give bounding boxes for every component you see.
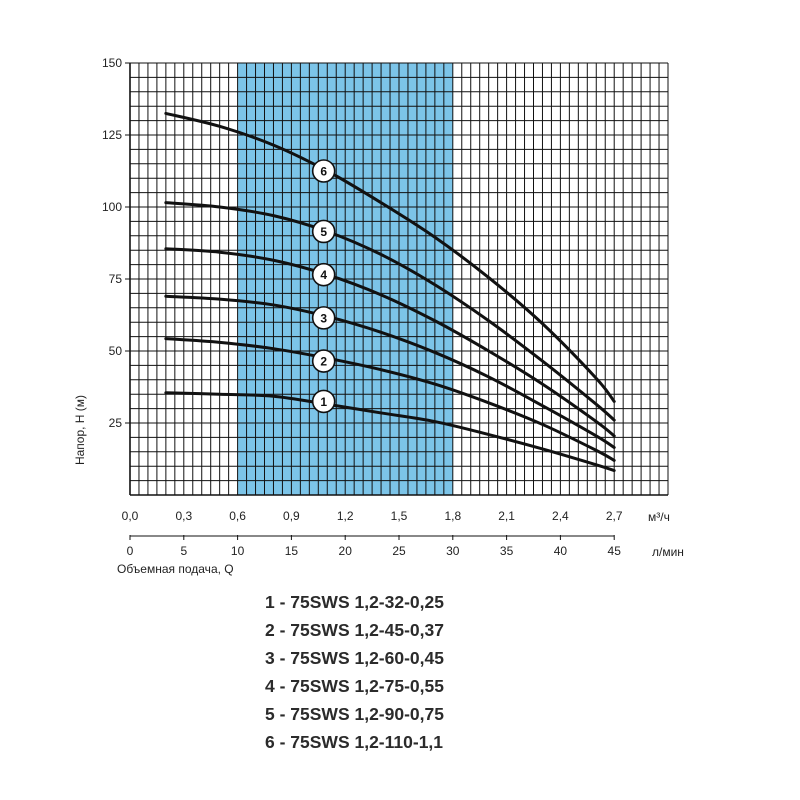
x-unit-m3h: м³/ч: [648, 510, 670, 524]
curve-label-5: 5: [320, 225, 327, 239]
x-tick-label-m3h: 1,5: [391, 509, 408, 523]
curve-3: [164, 294, 616, 449]
x-tick-label-m3h: 1,8: [444, 509, 461, 523]
x-tick-label-m3h: 0,6: [229, 509, 246, 523]
x-tick-label-lmin: 20: [339, 544, 353, 558]
x-tick-label-lmin: 45: [608, 544, 622, 558]
legend-item-6: 6 - 75SWS 1,2-110-1,1: [265, 732, 444, 752]
legend-item-2: 2 - 75SWS 1,2-45-0,37: [265, 620, 444, 640]
y-tick-label: 25: [109, 416, 123, 430]
x-tick-label-m3h: 0,3: [175, 509, 192, 523]
y-axis-label: Напор, Н (м): [73, 395, 87, 465]
curve-label-circle-3: [311, 306, 336, 330]
x-tick-label-lmin: 5: [180, 544, 187, 558]
x-tick-label-lmin: 0: [127, 544, 134, 558]
x-tick-label-m3h: 2,7: [606, 509, 623, 523]
curve-label-circle-5: [311, 219, 336, 244]
legend-item-4: 4 - 75SWS 1,2-75-0,55: [265, 676, 444, 696]
x-tick-label-lmin: 35: [500, 544, 514, 558]
curve-5: [164, 201, 616, 422]
legend-item-5: 5 - 75SWS 1,2-90-0,75: [265, 704, 444, 724]
y-tick-label: 50: [109, 344, 123, 358]
x-tick-label-m3h: 0,9: [283, 509, 300, 523]
curve-label-6: 6: [320, 165, 327, 179]
curve-label-3: 3: [320, 311, 327, 325]
legend-item-1: 1 - 75SWS 1,2-32-0,25: [265, 592, 444, 612]
x-tick-label-lmin: 10: [231, 544, 245, 558]
curve-label-2: 2: [320, 355, 327, 369]
curve-label-circle-4: [311, 262, 336, 287]
curve-6: [164, 111, 616, 403]
x-tick-label-lmin: 40: [554, 544, 568, 558]
y-tick-label: 125: [102, 128, 122, 142]
curve-4: [164, 247, 616, 438]
x-tick-label-m3h: 2,4: [552, 509, 569, 523]
y-tick-label: 150: [102, 56, 122, 70]
legend: 1 - 75SWS 1,2-32-0,25 2 - 75SWS 1,2-45-0…: [265, 588, 444, 756]
curve-1: [164, 391, 616, 473]
x-tick-label-lmin: 25: [392, 544, 406, 558]
curve-2: [164, 337, 616, 462]
y-tick-label: 100: [102, 200, 122, 214]
curve-label-circle-6: [311, 159, 336, 183]
legend-item-3: 3 - 75SWS 1,2-60-0,45: [265, 648, 444, 668]
x-tick-label-m3h: 2,1: [498, 509, 515, 523]
curve-label-1: 1: [320, 395, 327, 409]
x-tick-label-m3h: 0,0: [122, 509, 139, 523]
x-tick-label-lmin: 15: [285, 544, 299, 558]
x-unit-lmin: л/мин: [652, 545, 684, 559]
curve-label-4: 4: [320, 268, 327, 282]
x-axis-label: Объемная подача, Q: [117, 562, 234, 576]
curve-label-circle-1: [311, 389, 336, 414]
x-tick-label-lmin: 30: [446, 544, 460, 558]
x-tick-label-m3h: 1,2: [337, 509, 354, 523]
curve-label-circle-2: [311, 349, 336, 373]
y-tick-label: 75: [109, 272, 123, 286]
